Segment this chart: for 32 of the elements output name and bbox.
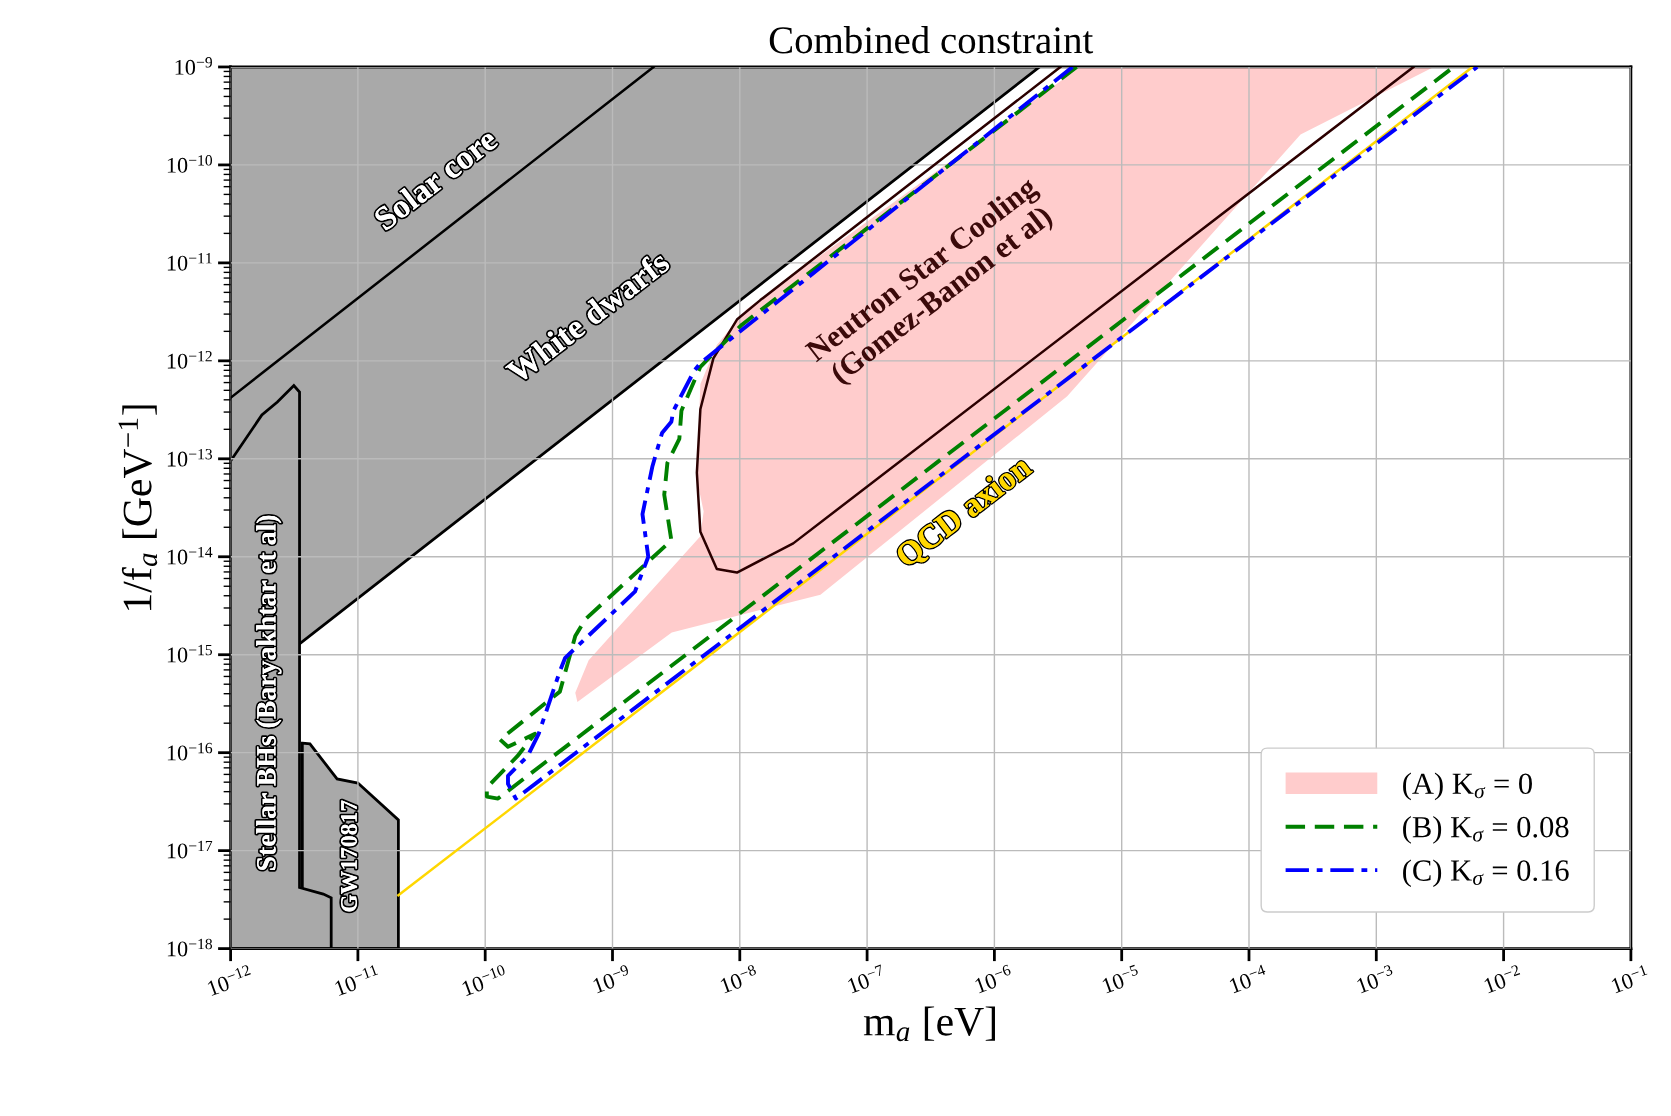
x-tick-label: 10$^{−9}$: [591, 964, 632, 994]
x-tick-label: 10$^{−4}$: [1228, 964, 1269, 994]
annotation: QCD axion: [893, 453, 1037, 573]
y-tick-label: 10$^{−17}$: [167, 840, 213, 859]
y-axis-title: 1/f$_{a}$ [GeV$^{−1}$]: [118, 405, 158, 610]
y-tick-label: 10$^{−14}$: [167, 546, 213, 565]
y-tick-label: 10$^{−18}$: [167, 938, 213, 957]
x-tick-label: 10$^{−1}$: [1609, 964, 1650, 994]
x-tick-label: 10$^{−3}$: [1355, 964, 1396, 994]
y-tick-label: 10$^{−11}$: [167, 253, 212, 271]
x-tick-label: 10$^{−5}$: [1100, 964, 1142, 994]
annotation: Stellar BHs (Baryakhtar et al): [256, 515, 282, 870]
y-tick-label: 10$^{−10}$: [167, 155, 213, 173]
x-tick-label: 10$^{−6}$: [973, 964, 1014, 994]
x-axis-title: m$_{a}$ [eV]: [863, 1006, 995, 1042]
y-tick-label: 10$^{−15}$: [167, 644, 213, 663]
x-tick-label: 10$^{−10}$: [460, 964, 509, 997]
y-tick-label: 10$^{−9}$: [175, 57, 212, 75]
chart-title: Combined constraint: [769, 26, 1094, 54]
annotation: Solar core: [372, 126, 499, 232]
y-tick-label: 10$^{−12}$: [167, 350, 212, 369]
x-tick-label: 10$^{−8}$: [718, 964, 760, 994]
x-tick-label: 10$^{−11}$: [333, 964, 381, 997]
x-tick-label: 10$^{−12}$: [206, 964, 254, 997]
x-tick-label: 10$^{−7}$: [846, 964, 887, 994]
x-tick-label: 10$^{−2}$: [1482, 964, 1523, 994]
legend-label: (B) K$_{σ}$ = 0.08: [1403, 815, 1569, 844]
y-tick-label: 10$^{−13}$: [167, 448, 213, 467]
legend-label: (C) K$_{σ}$ = 0.16: [1403, 859, 1569, 888]
y-tick-label: 10$^{−16}$: [167, 742, 213, 761]
annotation: GW170817: [341, 800, 358, 912]
legend-label: (A) K$_{σ}$ = 0: [1403, 772, 1532, 801]
